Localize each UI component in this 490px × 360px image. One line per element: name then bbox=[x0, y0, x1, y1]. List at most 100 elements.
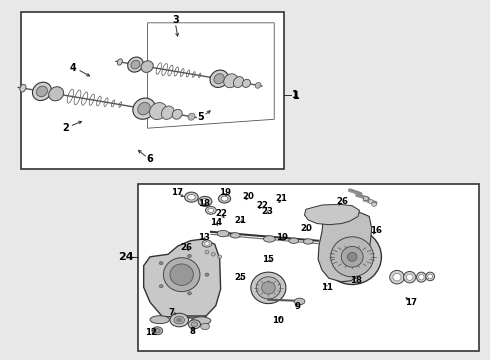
Text: 13: 13 bbox=[197, 233, 210, 242]
Text: 14: 14 bbox=[210, 219, 222, 228]
Ellipse shape bbox=[201, 199, 209, 204]
Ellipse shape bbox=[36, 86, 48, 97]
Ellipse shape bbox=[188, 292, 192, 295]
Ellipse shape bbox=[161, 106, 174, 120]
Text: 22: 22 bbox=[256, 201, 268, 210]
Text: 16: 16 bbox=[369, 226, 382, 235]
Text: 23: 23 bbox=[261, 207, 273, 216]
Ellipse shape bbox=[294, 298, 305, 305]
Ellipse shape bbox=[262, 282, 275, 294]
Text: 2: 2 bbox=[62, 123, 69, 133]
Ellipse shape bbox=[368, 199, 373, 203]
Ellipse shape bbox=[154, 329, 160, 333]
Text: 25: 25 bbox=[234, 273, 246, 282]
Ellipse shape bbox=[198, 197, 212, 206]
Ellipse shape bbox=[163, 258, 200, 292]
Text: 20: 20 bbox=[300, 224, 312, 233]
Text: 18: 18 bbox=[197, 199, 210, 208]
Ellipse shape bbox=[406, 274, 413, 280]
Ellipse shape bbox=[177, 318, 182, 322]
Ellipse shape bbox=[416, 272, 426, 282]
Text: 8: 8 bbox=[189, 327, 196, 336]
Text: 20: 20 bbox=[242, 192, 254, 201]
Text: 6: 6 bbox=[147, 154, 153, 164]
Text: 24: 24 bbox=[118, 252, 133, 262]
Ellipse shape bbox=[211, 252, 215, 256]
Ellipse shape bbox=[255, 82, 261, 88]
Polygon shape bbox=[304, 204, 360, 225]
Ellipse shape bbox=[204, 242, 209, 246]
Text: 5: 5 bbox=[197, 112, 203, 122]
Ellipse shape bbox=[372, 202, 376, 206]
Ellipse shape bbox=[201, 323, 209, 330]
Ellipse shape bbox=[303, 239, 313, 244]
Text: 21: 21 bbox=[234, 216, 246, 225]
Ellipse shape bbox=[152, 327, 163, 335]
Ellipse shape bbox=[323, 229, 381, 284]
Text: 11: 11 bbox=[321, 283, 333, 292]
Ellipse shape bbox=[221, 196, 228, 201]
Ellipse shape bbox=[185, 192, 198, 202]
Ellipse shape bbox=[170, 313, 189, 327]
Bar bbox=[138, 184, 479, 351]
Ellipse shape bbox=[172, 109, 182, 119]
Text: 7: 7 bbox=[169, 308, 175, 317]
Text: 19: 19 bbox=[220, 188, 231, 197]
Ellipse shape bbox=[418, 274, 424, 280]
Text: 26: 26 bbox=[180, 243, 193, 252]
Ellipse shape bbox=[49, 87, 64, 101]
Ellipse shape bbox=[264, 236, 275, 242]
Ellipse shape bbox=[159, 261, 163, 265]
Ellipse shape bbox=[289, 238, 298, 243]
Ellipse shape bbox=[251, 272, 286, 303]
Ellipse shape bbox=[131, 60, 140, 69]
Ellipse shape bbox=[133, 98, 155, 119]
Text: 18: 18 bbox=[350, 275, 362, 284]
Text: 1: 1 bbox=[293, 91, 299, 101]
Ellipse shape bbox=[188, 255, 192, 258]
Ellipse shape bbox=[138, 103, 150, 115]
Ellipse shape bbox=[191, 322, 198, 327]
Text: 15: 15 bbox=[263, 255, 274, 264]
Ellipse shape bbox=[205, 206, 216, 214]
Ellipse shape bbox=[428, 274, 433, 279]
Ellipse shape bbox=[32, 82, 51, 100]
Ellipse shape bbox=[188, 320, 200, 329]
Ellipse shape bbox=[233, 77, 244, 87]
Ellipse shape bbox=[205, 273, 209, 276]
Text: 21: 21 bbox=[275, 194, 288, 203]
Text: 9: 9 bbox=[294, 302, 301, 311]
Ellipse shape bbox=[188, 113, 195, 120]
Text: 3: 3 bbox=[172, 15, 179, 25]
Ellipse shape bbox=[219, 194, 231, 203]
Text: 1: 1 bbox=[292, 90, 298, 100]
Ellipse shape bbox=[174, 316, 185, 324]
Ellipse shape bbox=[141, 61, 153, 72]
Ellipse shape bbox=[217, 230, 229, 237]
Ellipse shape bbox=[426, 272, 435, 281]
Ellipse shape bbox=[159, 285, 163, 288]
Text: 26: 26 bbox=[337, 197, 348, 206]
Text: 19: 19 bbox=[275, 233, 288, 242]
Ellipse shape bbox=[202, 240, 212, 247]
Bar bbox=[21, 12, 284, 169]
Text: 17: 17 bbox=[171, 188, 183, 197]
Ellipse shape bbox=[223, 74, 238, 88]
Ellipse shape bbox=[188, 194, 196, 200]
Ellipse shape bbox=[242, 79, 250, 87]
Ellipse shape bbox=[208, 208, 214, 212]
Ellipse shape bbox=[205, 250, 209, 254]
Ellipse shape bbox=[210, 70, 228, 87]
Ellipse shape bbox=[170, 264, 194, 285]
Ellipse shape bbox=[192, 317, 211, 325]
Ellipse shape bbox=[214, 74, 224, 84]
Ellipse shape bbox=[149, 103, 167, 120]
Ellipse shape bbox=[256, 277, 281, 299]
Text: 17: 17 bbox=[405, 298, 416, 307]
Ellipse shape bbox=[230, 233, 240, 238]
Ellipse shape bbox=[364, 197, 368, 201]
Ellipse shape bbox=[347, 252, 357, 261]
Ellipse shape bbox=[117, 59, 122, 65]
Polygon shape bbox=[144, 239, 220, 319]
Ellipse shape bbox=[150, 316, 170, 324]
